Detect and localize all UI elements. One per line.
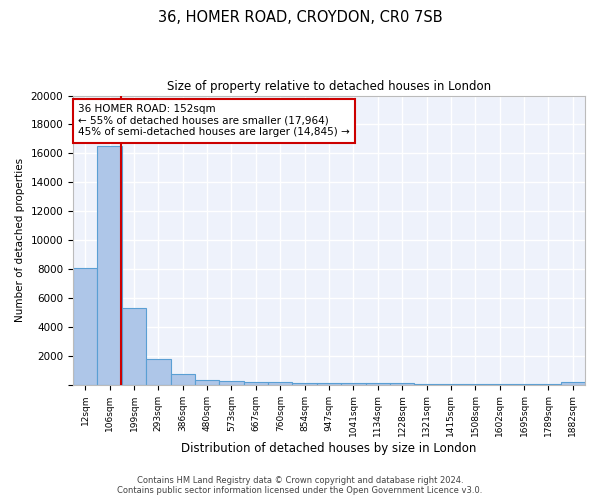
Bar bbox=[97, 146, 122, 384]
Bar bbox=[73, 268, 97, 384]
Y-axis label: Number of detached properties: Number of detached properties bbox=[15, 158, 25, 322]
Bar bbox=[122, 308, 146, 384]
Bar bbox=[220, 380, 244, 384]
Title: Size of property relative to detached houses in London: Size of property relative to detached ho… bbox=[167, 80, 491, 93]
Text: 36 HOMER ROAD: 152sqm
← 55% of detached houses are smaller (17,964)
45% of semi-: 36 HOMER ROAD: 152sqm ← 55% of detached … bbox=[78, 104, 350, 138]
Bar bbox=[170, 374, 195, 384]
Text: Contains HM Land Registry data © Crown copyright and database right 2024.
Contai: Contains HM Land Registry data © Crown c… bbox=[118, 476, 482, 495]
Bar bbox=[560, 382, 585, 384]
Bar bbox=[244, 382, 268, 384]
Bar bbox=[268, 382, 292, 384]
Bar bbox=[317, 383, 341, 384]
Bar bbox=[146, 358, 170, 384]
Bar bbox=[341, 383, 365, 384]
Text: 36, HOMER ROAD, CROYDON, CR0 7SB: 36, HOMER ROAD, CROYDON, CR0 7SB bbox=[158, 10, 442, 25]
Bar bbox=[292, 383, 317, 384]
Bar bbox=[195, 380, 220, 384]
X-axis label: Distribution of detached houses by size in London: Distribution of detached houses by size … bbox=[181, 442, 477, 455]
